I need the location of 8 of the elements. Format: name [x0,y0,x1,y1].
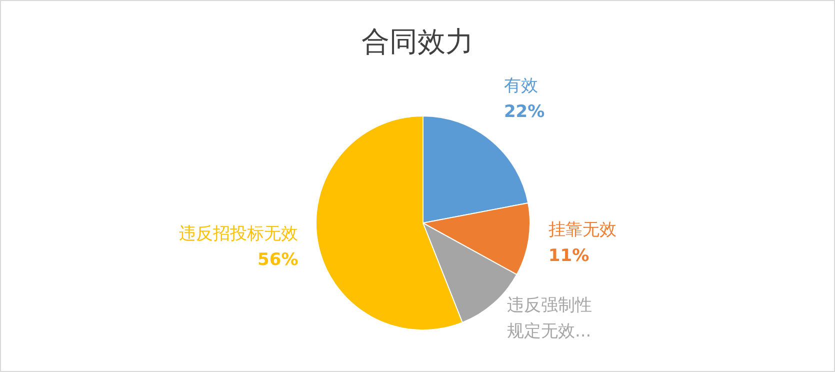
data-label: 22% [504,102,545,122]
slice-label: 违反强制性规定无效... [506,295,592,342]
chart-title: 合同效力 [360,24,474,60]
slice-label: 挂靠无效 [548,220,616,240]
data-label: 56% [258,250,298,270]
slice-label: 违反招投标无效 [179,224,298,244]
slice-label: 有效 [504,76,538,96]
data-label: 11% [548,246,590,266]
